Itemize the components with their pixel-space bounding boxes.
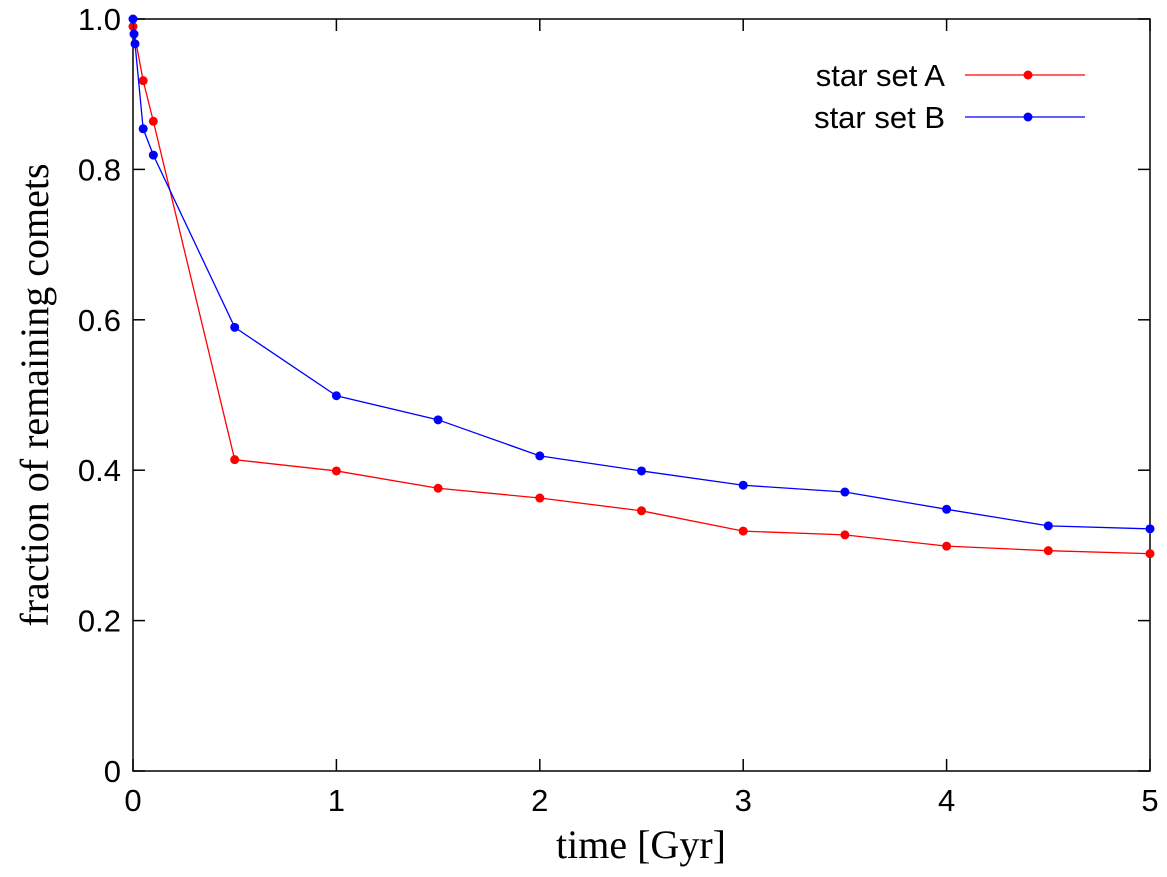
data-point	[331, 391, 341, 401]
legend-label: star set A	[816, 58, 946, 93]
data-point	[840, 487, 850, 497]
data-point	[130, 39, 140, 49]
data-point	[840, 530, 850, 540]
plot-frame	[132, 18, 1151, 772]
data-point	[1145, 549, 1155, 559]
y-tick-label: 0.8	[78, 152, 121, 187]
data-point	[535, 493, 545, 503]
x-axis-label: time [Gyr]	[556, 822, 726, 867]
data-point	[433, 415, 443, 425]
legend-marker	[1023, 70, 1033, 80]
x-tick-label: 1	[328, 783, 345, 818]
y-axis-label: fraction of remaining comets	[12, 163, 57, 626]
data-point	[738, 526, 748, 536]
data-point	[148, 150, 158, 160]
x-tick-label: 2	[531, 783, 548, 818]
data-point	[1043, 521, 1053, 531]
data-point	[738, 480, 748, 490]
data-point	[129, 29, 139, 39]
legend-marker	[1023, 112, 1033, 122]
y-tick-label: 0.2	[78, 604, 121, 639]
data-point	[230, 455, 240, 465]
x-tick-label: 5	[1141, 783, 1158, 818]
x-tick-label: 3	[735, 783, 752, 818]
x-tick-label: 4	[938, 783, 955, 818]
data-point	[942, 504, 952, 514]
data-point	[637, 466, 646, 476]
data-point	[148, 116, 158, 126]
legend-label: star set B	[814, 100, 945, 135]
y-tick-label: 1.0	[78, 2, 121, 37]
x-tick-label: 0	[124, 783, 141, 818]
data-point	[138, 76, 148, 86]
data-point	[331, 466, 341, 476]
y-tick-label: 0.4	[78, 453, 121, 488]
data-point	[535, 451, 545, 461]
y-tick-label: 0	[104, 754, 121, 789]
data-point	[942, 541, 952, 551]
data-point	[1145, 524, 1155, 534]
data-point	[128, 14, 138, 24]
data-point	[138, 124, 148, 134]
data-point	[433, 483, 443, 493]
data-point	[1043, 546, 1053, 556]
data-point	[230, 322, 240, 332]
series-line	[132, 18, 1151, 530]
data-point	[637, 506, 646, 516]
y-tick-label: 0.6	[78, 303, 121, 338]
